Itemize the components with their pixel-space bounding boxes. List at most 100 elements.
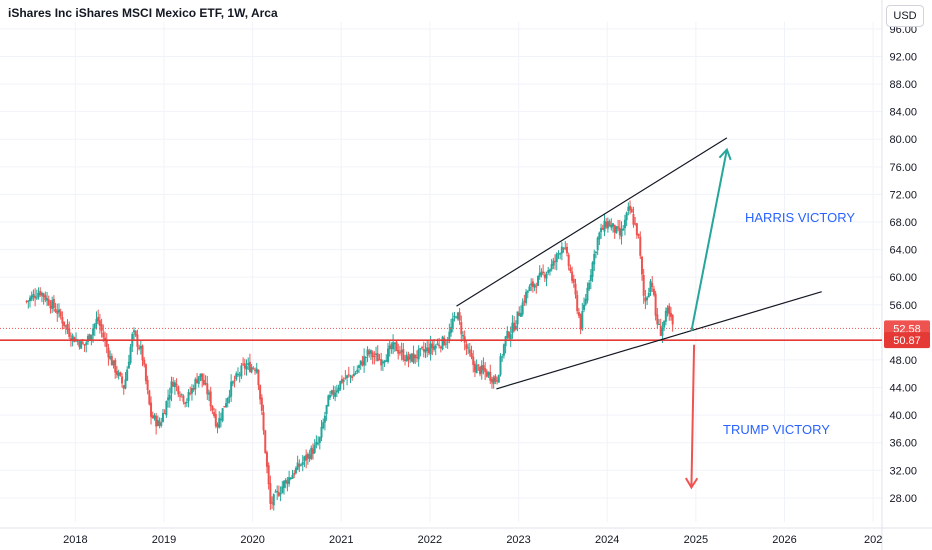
candle-body xyxy=(175,383,178,386)
candle-body xyxy=(40,292,43,296)
candle-body xyxy=(415,357,418,359)
candle-body xyxy=(243,363,246,369)
candle-body xyxy=(434,345,437,349)
candle-body xyxy=(438,344,441,347)
candle-body xyxy=(598,232,601,240)
x-tick-label: 2021 xyxy=(329,534,353,546)
y-tick-label: 88.00 xyxy=(889,79,917,91)
candle-body xyxy=(559,253,562,255)
candle-body xyxy=(658,323,661,325)
candle-body xyxy=(504,336,507,347)
candle-body xyxy=(448,331,451,342)
candle-body xyxy=(513,322,516,331)
candle-body xyxy=(47,299,50,306)
candle-body xyxy=(247,363,250,366)
candle-body xyxy=(618,227,621,236)
candle-body xyxy=(467,347,470,349)
candle-body xyxy=(305,454,308,461)
candle-body xyxy=(453,315,456,318)
candle-body xyxy=(608,221,611,227)
candle-body xyxy=(458,312,461,321)
candle-body xyxy=(112,360,115,366)
candle-body xyxy=(252,368,255,370)
y-tick-label: 56.00 xyxy=(889,300,917,312)
lower-trendline xyxy=(496,291,822,390)
candle-body xyxy=(617,226,620,229)
candle-body xyxy=(661,327,664,336)
candle-body xyxy=(262,412,265,431)
candle-body xyxy=(519,312,522,317)
candle-body xyxy=(279,493,282,495)
candle-body xyxy=(555,253,558,263)
candle-body xyxy=(465,344,468,349)
candle-body xyxy=(317,443,320,445)
candle-body xyxy=(66,324,69,331)
candle-body xyxy=(492,377,495,384)
candle-body xyxy=(361,361,364,366)
candle-body xyxy=(71,335,74,340)
candle-body xyxy=(499,356,502,375)
candle-body xyxy=(632,214,635,225)
candle-body xyxy=(439,346,442,349)
candle-body xyxy=(187,392,190,402)
x-tick-label: 2023 xyxy=(506,534,530,546)
up-arrow-head xyxy=(718,147,732,161)
candle-body xyxy=(172,382,175,387)
y-tick-label: 64.00 xyxy=(889,245,917,257)
candle-body xyxy=(431,343,434,349)
candle-body xyxy=(542,271,545,273)
candle-body xyxy=(257,369,260,386)
currency-button[interactable]: USD xyxy=(886,5,924,27)
candle-body xyxy=(429,343,432,355)
candle-body xyxy=(473,363,476,372)
x-tick-label: 2025 xyxy=(684,534,708,546)
candle-body xyxy=(659,325,662,336)
candle-body xyxy=(294,468,297,474)
candle-body xyxy=(323,415,326,423)
candle-body xyxy=(138,347,141,350)
candle-body xyxy=(354,373,357,375)
candle-body xyxy=(404,359,407,362)
candle-body xyxy=(300,464,303,466)
candle-body xyxy=(456,312,459,319)
candle-body xyxy=(182,395,185,402)
harris-victory-label: HARRIS VICTORY xyxy=(745,210,856,226)
candle-body xyxy=(366,349,369,356)
candle-body xyxy=(511,322,514,334)
candle-body xyxy=(259,385,262,400)
candle-body xyxy=(83,344,86,346)
y-tick-label: 60.00 xyxy=(889,272,917,284)
candle-body xyxy=(550,264,553,270)
candle-body xyxy=(583,304,586,310)
candle-body xyxy=(577,312,580,316)
candle-body xyxy=(506,330,509,338)
candle-body xyxy=(211,405,214,411)
candle-body xyxy=(235,373,238,380)
candle-body xyxy=(34,295,37,299)
y-tick-label: 84.00 xyxy=(889,107,917,119)
down-arrow xyxy=(690,344,696,488)
candle-body xyxy=(470,353,473,358)
candle-body xyxy=(615,226,618,234)
candle-body xyxy=(207,392,210,395)
y-tick-label: 44.00 xyxy=(889,383,917,395)
candle-body xyxy=(509,334,512,340)
candle-body xyxy=(184,402,187,404)
candle-body xyxy=(153,415,156,419)
candle-body xyxy=(397,349,400,354)
candle-body xyxy=(521,302,524,315)
candle-body xyxy=(482,365,485,370)
candle-body xyxy=(271,502,274,504)
candle-body xyxy=(334,392,337,398)
candle-body xyxy=(35,297,38,299)
candle-body xyxy=(202,379,205,385)
candle-body xyxy=(288,477,291,484)
candle-body xyxy=(329,394,332,398)
candle-body xyxy=(296,462,299,470)
candle-body xyxy=(339,380,342,390)
chart-title: iShares Inc iShares MSCI Mexico ETF, 1W,… xyxy=(8,6,278,20)
candle-body xyxy=(349,375,352,377)
candle-body xyxy=(132,330,135,333)
candle-body xyxy=(201,373,204,381)
